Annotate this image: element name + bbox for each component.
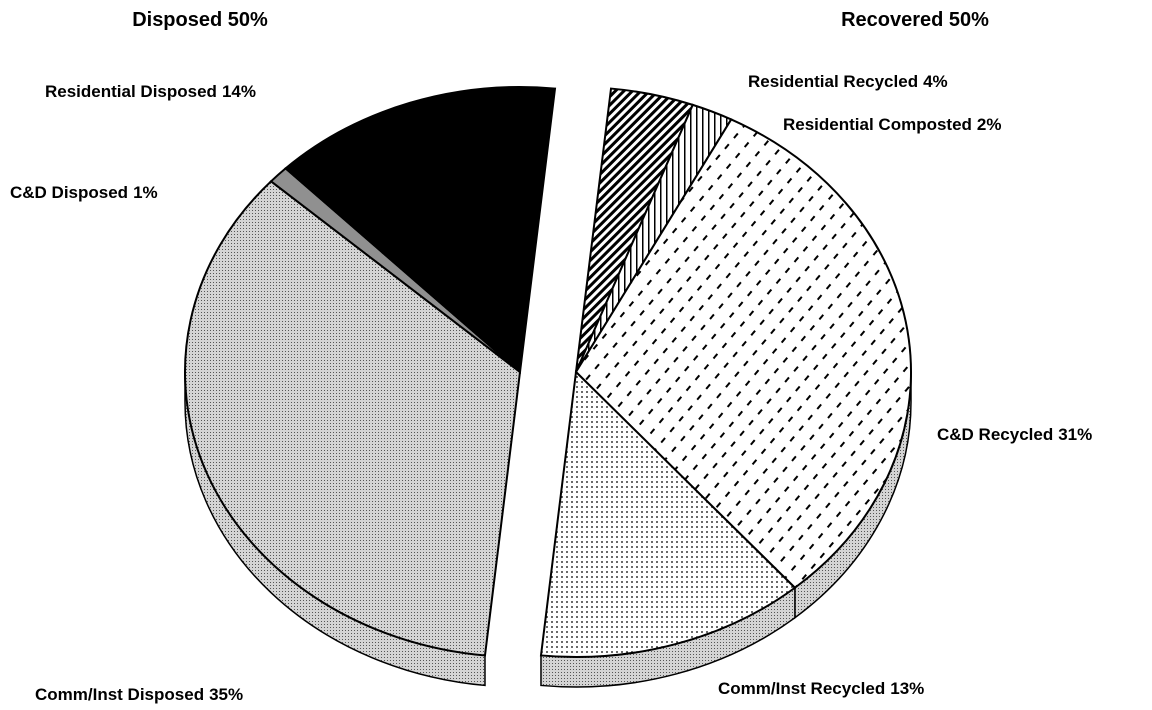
category-name: Comm/Inst Recycled [718, 679, 885, 698]
slice-label: Residential Disposed 14% [45, 82, 256, 101]
value-label: 1% [133, 183, 158, 202]
slice-label: Comm/Inst Disposed 35% [35, 685, 243, 704]
value-label: 35% [209, 685, 243, 704]
category-name: C&D Disposed [10, 183, 128, 202]
slice-label: C&D Recycled 31% [937, 425, 1092, 444]
category-name: Comm/Inst Disposed [35, 685, 204, 704]
group-title: Recovered 50% [841, 9, 989, 31]
slice [574, 118, 912, 590]
slice [539, 369, 797, 658]
slice-label: Residential Composted 2% [783, 115, 1002, 134]
category-name: Residential Composted [783, 115, 972, 134]
value-label: 4% [923, 72, 948, 91]
category-name: Residential Recycled [748, 72, 918, 91]
slice-label: Comm/Inst Recycled 13% [718, 679, 924, 698]
category-name: C&D Recycled [937, 425, 1053, 444]
slice-label: Residential Recycled 4% [748, 72, 948, 91]
slice [184, 179, 522, 657]
value-label: 13% [890, 679, 924, 698]
value-label: 2% [977, 115, 1002, 134]
slice-label: C&D Disposed 1% [10, 183, 158, 202]
category-name: Residential Disposed [45, 82, 217, 101]
group-title: Disposed 50% [132, 9, 268, 31]
value-label: 14% [222, 82, 256, 101]
slice [284, 86, 557, 374]
value-label: 31% [1058, 425, 1092, 444]
